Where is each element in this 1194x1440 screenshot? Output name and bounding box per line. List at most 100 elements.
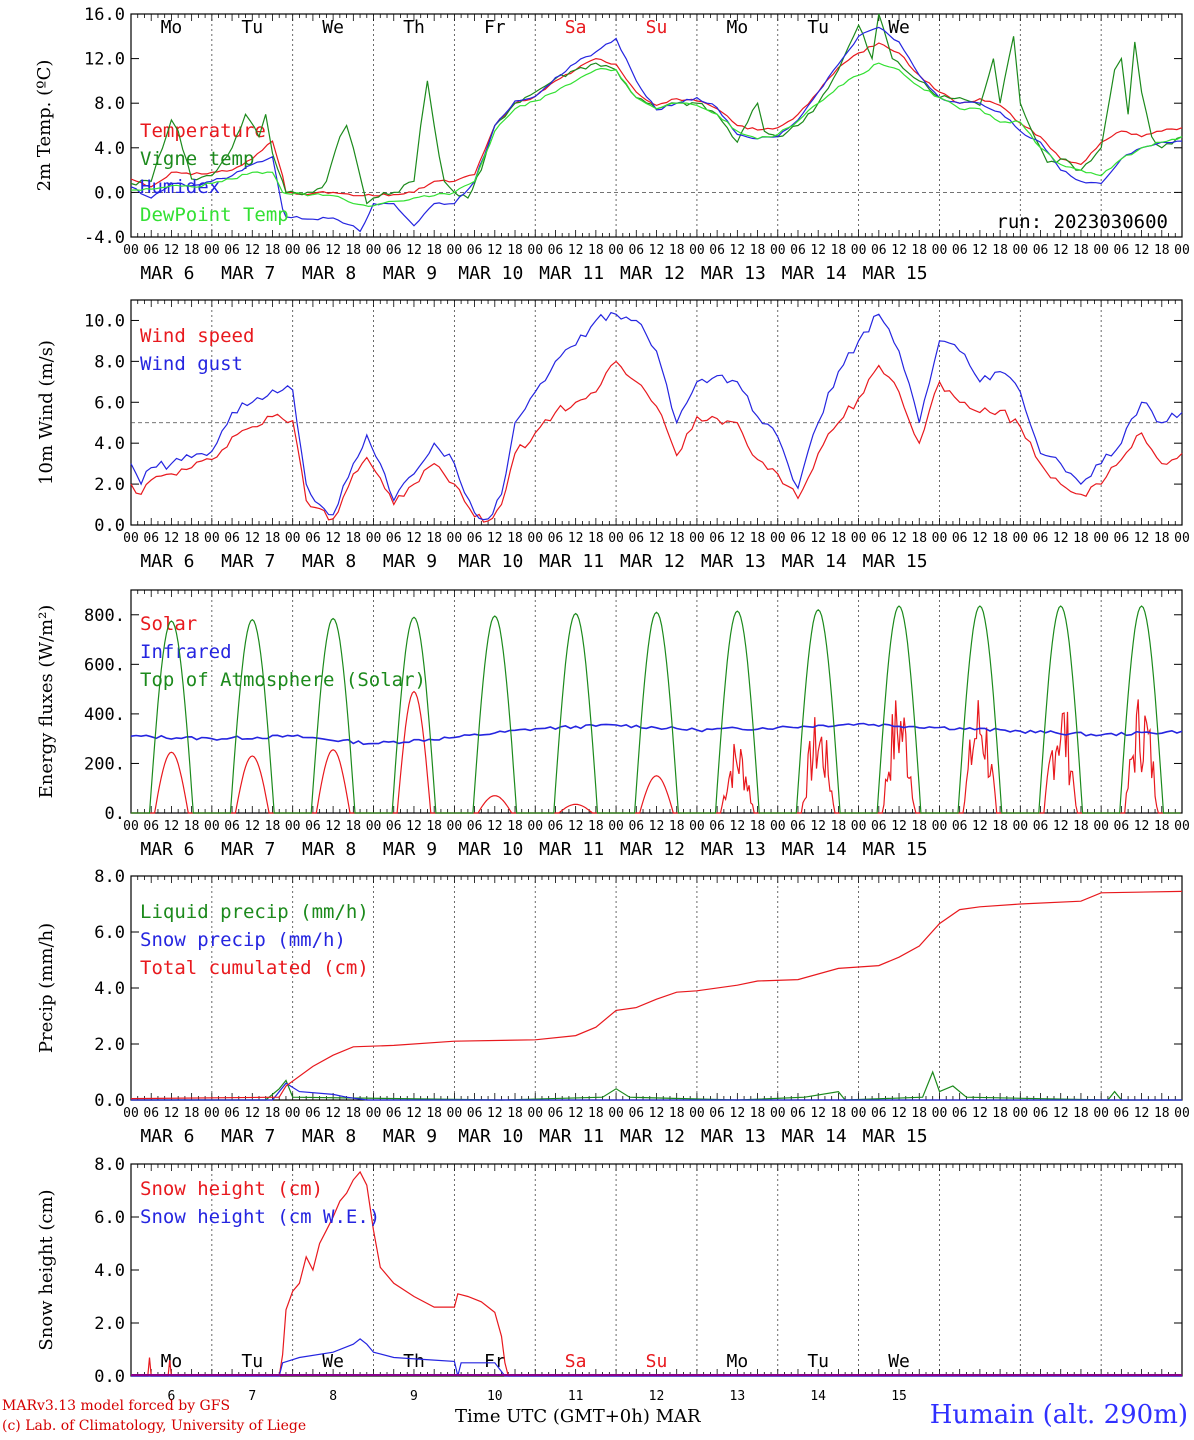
lab-credit: (c) Lab. of Climatology, University of L… <box>2 1418 307 1434</box>
hour-tick-label: 12 <box>325 819 341 834</box>
date-label: MAR 15 <box>863 1126 928 1147</box>
y-tick-label: 600. <box>84 655 125 675</box>
day-name-label: Tu <box>807 17 829 38</box>
hour-tick-label: 12 <box>325 243 341 258</box>
date-label: MAR 10 <box>458 839 523 860</box>
hour-tick-label: 00 <box>1093 819 1109 834</box>
day-number-label: 7 <box>248 1389 256 1404</box>
hour-tick-label: 00 <box>366 531 382 546</box>
hour-tick-label: 00 <box>1093 1106 1109 1121</box>
hour-tick-label: 06 <box>467 1106 483 1121</box>
hour-tick-label: 18 <box>1154 819 1170 834</box>
hour-tick-label: 12 <box>810 819 826 834</box>
date-label: MAR 12 <box>620 839 685 860</box>
date-label: MAR 8 <box>302 551 356 572</box>
legend-entry: Total cumulated (cm) <box>140 957 369 979</box>
hour-tick-label: 18 <box>507 531 523 546</box>
date-label: MAR 9 <box>383 551 437 572</box>
hour-tick-label: 06 <box>305 531 321 546</box>
y-tick-label: 10.0 <box>84 311 125 331</box>
date-label: MAR 6 <box>140 839 194 860</box>
hour-tick-label: 00 <box>366 819 382 834</box>
hour-tick-label: 12 <box>972 1106 988 1121</box>
hour-tick-label: 12 <box>1134 243 1150 258</box>
hour-tick-label: 06 <box>952 819 968 834</box>
hour-tick-label: 18 <box>184 819 200 834</box>
hour-tick-label: 12 <box>1053 819 1069 834</box>
date-label: MAR 14 <box>782 263 847 284</box>
model-credit: MARv3.13 model forced by GFS <box>2 1398 231 1414</box>
hour-tick-label: 12 <box>487 531 503 546</box>
day-number-label: 14 <box>810 1389 826 1404</box>
y-tick-label: 4.0 <box>94 979 125 999</box>
hour-tick-label: 18 <box>588 243 604 258</box>
run-label: run: 2023030600 <box>996 211 1168 233</box>
hour-tick-label: 06 <box>467 819 483 834</box>
day-name-label: We <box>888 1351 910 1372</box>
y-tick-label: 6.0 <box>94 923 125 943</box>
hour-tick-label: 18 <box>507 243 523 258</box>
hour-tick-label: 18 <box>345 531 361 546</box>
hour-tick-label: 18 <box>669 243 685 258</box>
date-label: MAR 10 <box>458 1126 523 1147</box>
y-tick-label: 6.0 <box>94 393 125 413</box>
hour-tick-label: 18 <box>669 819 685 834</box>
hour-tick-label: 06 <box>790 1106 806 1121</box>
hour-tick-label: 06 <box>871 819 887 834</box>
hour-tick-label: 12 <box>1134 1106 1150 1121</box>
day-name-label: Mo <box>161 1351 183 1372</box>
hour-tick-label: 18 <box>1154 243 1170 258</box>
hour-tick-label: 18 <box>1154 531 1170 546</box>
legend-entry: Snow height (cm) <box>140 1178 323 1200</box>
y-axis-label: 2m Temp. (ºC) <box>34 60 55 192</box>
hour-tick-label: 18 <box>992 1106 1008 1121</box>
hour-tick-label: 12 <box>730 243 746 258</box>
y-tick-label: 0.0 <box>94 1091 125 1111</box>
hour-tick-label: 18 <box>184 1106 200 1121</box>
hour-tick-label: 12 <box>972 819 988 834</box>
hour-tick-label: 00 <box>447 819 463 834</box>
hour-tick-label: 18 <box>507 1106 523 1121</box>
date-label: MAR 13 <box>701 551 766 572</box>
series-line-wind-gust <box>130 311 1183 521</box>
series-line-temperature <box>130 42 1183 197</box>
day-name-label: Mo <box>727 17 749 38</box>
hour-tick-label: 00 <box>1093 243 1109 258</box>
hour-tick-label: 12 <box>810 1106 826 1121</box>
y-tick-label: 800. <box>84 606 125 626</box>
hour-tick-label: 18 <box>345 243 361 258</box>
hour-tick-label: 06 <box>628 531 644 546</box>
hour-tick-label: 06 <box>628 1106 644 1121</box>
series-line-total-cumulated-cm- <box>130 890 1183 1100</box>
hour-tick-label: 06 <box>143 1106 159 1121</box>
hour-tick-label: 12 <box>568 531 584 546</box>
day-name-label: Sa <box>565 17 587 38</box>
legend-entry: Temperature <box>140 120 266 142</box>
hour-tick-label: 12 <box>487 819 503 834</box>
hour-tick-label: 18 <box>911 1106 927 1121</box>
hour-tick-label: 06 <box>952 243 968 258</box>
hour-tick-label: 18 <box>588 1106 604 1121</box>
hour-tick-label: 12 <box>568 1106 584 1121</box>
y-tick-label: 2.0 <box>94 1314 125 1334</box>
y-axis-label: 10m Wind (m/s) <box>36 340 57 485</box>
date-label: MAR 9 <box>383 1126 437 1147</box>
hour-tick-label: 06 <box>386 531 402 546</box>
hour-tick-label: 12 <box>244 531 260 546</box>
hour-tick-label: 00 <box>1012 819 1028 834</box>
hour-tick-label: 00 <box>527 531 543 546</box>
y-tick-label: 0. <box>105 804 125 824</box>
hour-tick-label: 00 <box>689 243 705 258</box>
legend-entry: Snow height (cm W.E.) <box>140 1206 380 1228</box>
hour-tick-label: 00 <box>285 1106 301 1121</box>
hour-tick-label: 18 <box>588 531 604 546</box>
date-label: MAR 15 <box>863 551 928 572</box>
hour-tick-label: 06 <box>1033 819 1049 834</box>
hour-tick-label: 12 <box>244 1106 260 1121</box>
hour-tick-label: 18 <box>1073 243 1089 258</box>
hour-tick-label: 00 <box>527 819 543 834</box>
hour-tick-label: 00 <box>608 243 624 258</box>
date-label: MAR 8 <box>302 263 356 284</box>
hour-tick-label: 18 <box>750 1106 766 1121</box>
hour-tick-label: 06 <box>1033 531 1049 546</box>
